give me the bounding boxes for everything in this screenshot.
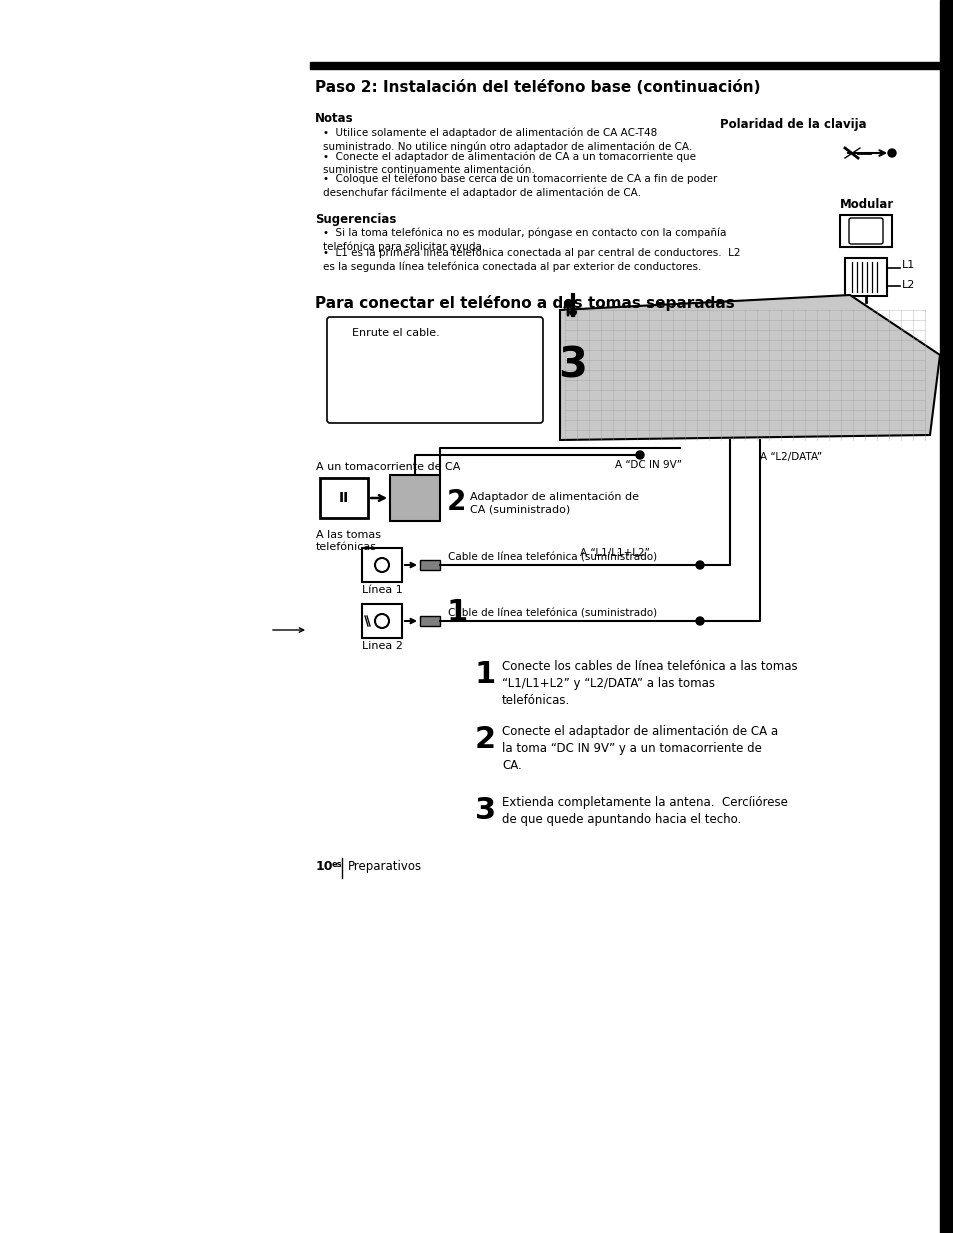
Bar xyxy=(419,560,439,570)
Text: Preparativos: Preparativos xyxy=(348,859,421,873)
Polygon shape xyxy=(559,295,939,440)
Text: Para conectar el teléfono a dos tomas separadas: Para conectar el teléfono a dos tomas se… xyxy=(314,295,734,311)
Text: •  Utilice solamente el adaptador de alimentación de CA AC-T48
suministrado. No : • Utilice solamente el adaptador de alim… xyxy=(323,128,692,152)
Bar xyxy=(844,258,886,296)
Text: Cable de línea telefónica (suministrado): Cable de línea telefónica (suministrado) xyxy=(448,609,657,619)
Text: Paso 2: Instalación del teléfono base (continuación): Paso 2: Instalación del teléfono base (c… xyxy=(314,80,760,95)
Text: A un tomacorriente de CA: A un tomacorriente de CA xyxy=(315,462,460,472)
Bar xyxy=(319,478,368,518)
Text: Conecte los cables de línea telefónica a las tomas
“L1/L1+L2” y “L2/DATA” a las : Conecte los cables de línea telefónica a… xyxy=(501,660,797,707)
Text: Sugerencias: Sugerencias xyxy=(314,213,395,226)
Text: es: es xyxy=(332,859,342,869)
Circle shape xyxy=(696,561,703,568)
FancyBboxPatch shape xyxy=(848,218,882,244)
Bar xyxy=(939,0,953,1233)
Text: A “L1/L1+L2”: A “L1/L1+L2” xyxy=(579,547,649,559)
Text: 2: 2 xyxy=(447,488,466,515)
Text: A las tomas
telefónicas: A las tomas telefónicas xyxy=(315,530,380,552)
Text: •  Coloque el teléfono base cerca de un tomacorriente de CA a fin de poder
desen: • Coloque el teléfono base cerca de un t… xyxy=(323,174,717,197)
Text: •  Conecte el adaptador de alimentación de CA a un tomacorriente que
suministre : • Conecte el adaptador de alimentación d… xyxy=(323,152,696,175)
FancyBboxPatch shape xyxy=(327,317,542,423)
Text: 10: 10 xyxy=(315,859,334,873)
Text: A “DC IN 9V”: A “DC IN 9V” xyxy=(615,460,681,470)
Circle shape xyxy=(636,451,643,459)
Text: L2: L2 xyxy=(901,280,915,290)
Text: A “L2/DATA”: A “L2/DATA” xyxy=(760,453,821,462)
Text: Polaridad de la clavija: Polaridad de la clavija xyxy=(720,118,865,131)
Circle shape xyxy=(696,616,703,625)
Text: Conecte el adaptador de alimentación de CA a
la toma “DC IN 9V” y a un tomacorri: Conecte el adaptador de alimentación de … xyxy=(501,725,778,772)
Bar xyxy=(390,475,439,522)
Text: 1: 1 xyxy=(475,660,496,689)
Bar xyxy=(419,616,439,626)
Text: Línea 1: Línea 1 xyxy=(361,584,402,596)
Circle shape xyxy=(887,149,895,157)
Text: II: II xyxy=(338,491,349,506)
Text: Cable de línea telefónica (suministrado): Cable de línea telefónica (suministrado) xyxy=(448,552,657,563)
Bar xyxy=(361,604,401,637)
Text: Linea 2: Linea 2 xyxy=(361,641,402,651)
Text: 2: 2 xyxy=(475,725,496,755)
Text: L1: L1 xyxy=(901,260,914,270)
Text: Modular: Modular xyxy=(840,199,893,211)
Text: Extienda completamente la antena.  Cercíiórese
de que quede apuntando hacia el t: Extienda completamente la antena. Cercíi… xyxy=(501,797,787,826)
Text: Enrute el cable.: Enrute el cable. xyxy=(352,328,439,338)
Text: •  Si la toma telefónica no es modular, póngase en contacto con la compañía
tele: • Si la toma telefónica no es modular, p… xyxy=(323,228,725,252)
Bar xyxy=(840,215,891,247)
Text: Adaptador de alimentación de
CA (suministrado): Adaptador de alimentación de CA (suminis… xyxy=(470,492,639,515)
Bar xyxy=(310,62,939,69)
Text: Notas: Notas xyxy=(314,112,354,125)
Text: •  L1 es la primera línea telefónica conectada al par central de conductores.  L: • L1 es la primera línea telefónica cone… xyxy=(323,248,740,271)
Bar xyxy=(361,547,401,582)
Text: 3: 3 xyxy=(558,345,586,387)
Text: 1: 1 xyxy=(447,598,468,628)
Text: 3: 3 xyxy=(475,797,496,825)
